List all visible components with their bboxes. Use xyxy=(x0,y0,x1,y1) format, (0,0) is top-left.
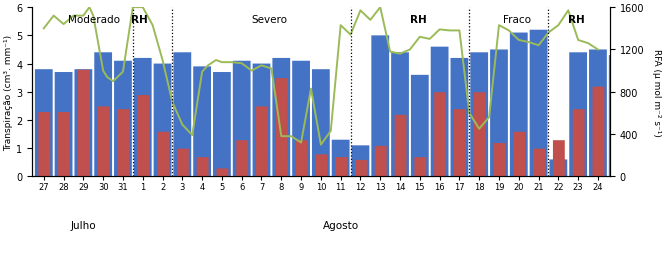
Text: Severo: Severo xyxy=(251,15,287,25)
Text: RH: RH xyxy=(569,15,585,25)
Text: Moderado: Moderado xyxy=(68,15,120,25)
Text: Fraco: Fraco xyxy=(503,15,531,25)
Y-axis label: Transpiração (cm³. mm⁻¹): Transpiração (cm³. mm⁻¹) xyxy=(4,35,13,150)
Y-axis label: RFA (µ mol m⁻² s⁻¹): RFA (µ mol m⁻² s⁻¹) xyxy=(652,49,661,136)
Text: RH: RH xyxy=(410,15,427,25)
Text: Agosto: Agosto xyxy=(323,220,358,230)
Text: Julho: Julho xyxy=(70,220,96,230)
Text: RH: RH xyxy=(131,15,148,25)
